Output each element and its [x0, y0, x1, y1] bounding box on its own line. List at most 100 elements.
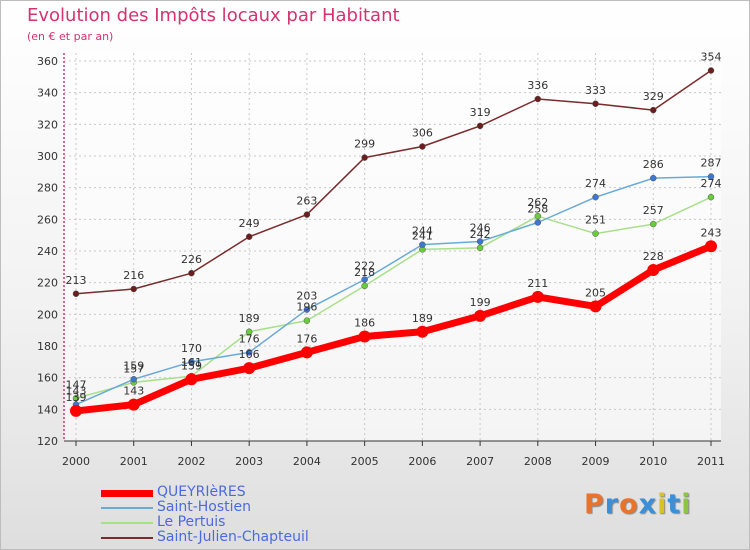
data-point: [592, 193, 599, 201]
data-label: 213: [66, 274, 87, 287]
x-tick-label: 2011: [697, 455, 725, 468]
series-line-3: [75, 69, 712, 295]
x-tick-label: 2008: [524, 455, 552, 468]
data-label: 251: [585, 214, 606, 227]
data-label: 170: [181, 342, 202, 355]
logo-letter: o: [619, 489, 639, 520]
data-point: [70, 404, 82, 417]
data-point: [531, 290, 544, 303]
data-label: 159: [123, 359, 144, 372]
data-point: [476, 238, 484, 245]
data-point: [589, 300, 602, 313]
data-label: 242: [470, 228, 491, 241]
data-point: [361, 276, 368, 283]
legend-label: Saint-Julien-Chapteuil: [157, 529, 309, 545]
x-tick-label: 2006: [408, 455, 436, 468]
legend-swatch: [101, 507, 153, 509]
data-label: 329: [643, 90, 664, 103]
data-point: [647, 264, 660, 276]
data-point: [592, 230, 599, 237]
data-point: [303, 211, 311, 218]
data-label: 166: [239, 348, 260, 361]
data-label: 143: [123, 385, 144, 398]
x-tick-label: 2009: [582, 455, 610, 468]
y-tick-label: 340: [37, 87, 58, 100]
data-label: 196: [296, 301, 317, 314]
y-tick-label: 220: [37, 277, 58, 290]
data-point: [707, 173, 715, 180]
logo-letter: P: [584, 489, 605, 520]
data-label: 249: [239, 217, 260, 230]
x-tick-label: 2001: [120, 455, 148, 468]
legend-swatch: [101, 522, 153, 524]
legend-label: Le Pertuis: [157, 514, 226, 530]
plot-area: [64, 53, 721, 441]
data-label: 161: [181, 356, 202, 369]
data-point: [419, 241, 426, 248]
data-label: 258: [527, 203, 548, 216]
data-point: [185, 373, 198, 386]
data-point: [130, 285, 137, 293]
data-label: 263: [296, 195, 317, 208]
data-label: 299: [354, 138, 375, 151]
data-point: [474, 309, 487, 322]
data-label: 218: [354, 266, 375, 279]
data-label: 157: [123, 362, 144, 375]
y-tick-label: 300: [37, 150, 58, 163]
data-label: 176: [239, 332, 260, 345]
data-point: [245, 349, 253, 356]
data-label: 306: [412, 127, 433, 140]
y-tick-label: 280: [37, 182, 58, 195]
data-label: 241: [412, 229, 433, 242]
data-point: [300, 346, 313, 359]
data-point: [707, 193, 715, 201]
data-label: 143: [66, 385, 87, 398]
data-label: 243: [701, 226, 722, 239]
x-tick-label: 2004: [293, 455, 321, 468]
data-point: [650, 174, 657, 182]
data-point: [416, 325, 429, 338]
y-tick-label: 240: [37, 245, 58, 258]
legend-label: QUEYRIèRES: [157, 484, 246, 500]
data-point: [361, 282, 368, 290]
chart-title: Evolution des Impôts locaux par Habitant: [27, 5, 400, 26]
legend-label: Saint-Hostien: [157, 499, 252, 515]
data-label: 257: [643, 204, 664, 217]
data-point: [72, 290, 80, 297]
data-point: [245, 233, 253, 240]
data-point: [188, 358, 195, 366]
series-line-1: [75, 175, 712, 406]
data-point: [534, 219, 542, 226]
data-point: [303, 306, 311, 313]
data-label: 228: [643, 250, 664, 263]
data-point: [72, 395, 80, 402]
y-tick-label: 260: [37, 213, 58, 226]
data-point: [476, 244, 484, 252]
data-label: 287: [701, 157, 722, 170]
y-tick-label: 120: [37, 435, 58, 448]
x-tick-label: 2002: [177, 455, 205, 468]
data-label: 189: [412, 312, 433, 325]
x-tick-label: 2000: [62, 455, 90, 468]
data-label: 226: [181, 253, 202, 266]
data-label: 274: [585, 177, 606, 190]
data-point: [361, 154, 368, 161]
series-line-0: [72, 242, 715, 415]
y-tick-label: 160: [37, 372, 58, 385]
data-point: [707, 67, 715, 74]
data-point: [130, 376, 137, 383]
x-tick-label: 2005: [351, 455, 379, 468]
x-tick-label: 2007: [466, 455, 494, 468]
data-label: 354: [701, 51, 722, 64]
data-point: [188, 269, 195, 277]
series-line-2: [75, 196, 712, 399]
data-point: [303, 317, 311, 324]
x-tick-label: 2010: [639, 455, 667, 468]
logo-letter: i: [657, 489, 668, 520]
data-point: [650, 106, 657, 114]
logo-letter: t: [667, 489, 682, 520]
y-tick-label: 140: [37, 403, 58, 416]
data-point: [243, 362, 256, 375]
data-point: [358, 330, 371, 343]
